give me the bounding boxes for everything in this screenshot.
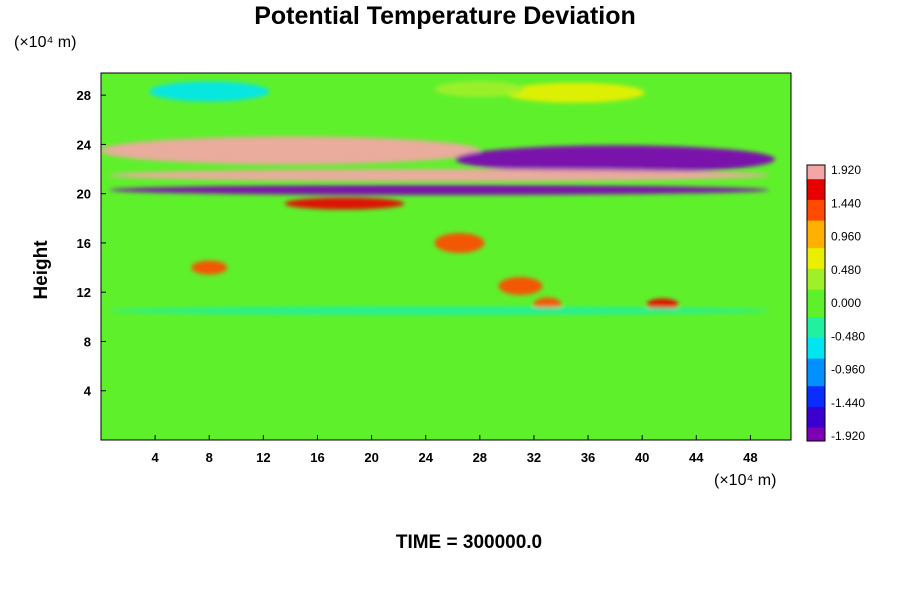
colorbar-segment <box>807 413 825 421</box>
colorbar-tick-label: 0.000 <box>831 296 861 310</box>
colorbar-segment <box>807 330 825 338</box>
y-tick-label: 8 <box>84 334 91 349</box>
colorbar-segment <box>807 192 825 200</box>
colorbar-segment <box>807 323 825 331</box>
y-tick-label: 24 <box>77 137 92 152</box>
heatmap-field <box>101 73 791 440</box>
colorbar-segment <box>807 282 825 290</box>
colorbar-segment <box>807 206 825 214</box>
field-feature <box>284 197 405 210</box>
y-axis-unit: (×10⁴ m) <box>14 34 77 51</box>
x-tick-label: 8 <box>206 450 213 465</box>
colorbar-tick-label: 1.440 <box>831 196 861 210</box>
x-axis: 4 8 12 16 20 24 28 32 36 40 44 48 <box>152 435 758 465</box>
colorbar-segment <box>807 358 825 366</box>
x-tick-label: 4 <box>152 450 160 465</box>
field-feature <box>504 82 645 103</box>
field-feature <box>434 232 485 253</box>
field-feature <box>646 298 679 311</box>
field-feature <box>101 136 481 165</box>
colorbar-segment <box>807 385 825 394</box>
field-feature <box>149 81 270 102</box>
y-tick-label: 12 <box>77 285 91 300</box>
field-feature <box>434 81 525 98</box>
field-feature <box>109 306 770 315</box>
x-tick-label: 16 <box>310 450 324 465</box>
colorbar-segment <box>807 171 825 180</box>
colorbar-tick-label: -1.920 <box>831 429 865 443</box>
colorbar-segment <box>807 268 825 276</box>
colorbar-segment <box>807 261 825 269</box>
chart-title: Potential Temperature Deviation <box>254 2 636 30</box>
field-background <box>101 73 791 440</box>
colorbar-segment <box>807 254 825 262</box>
colorbar: 1.920 1.440 0.960 0.480 0.000 -0.480 -0.960 -1.… <box>806 163 865 443</box>
x-tick-label: 20 <box>364 450 378 465</box>
colorbar-segment <box>807 178 825 187</box>
colorbar-frame <box>806 164 826 442</box>
colorbar-segment <box>807 309 825 318</box>
y-tick-label: 20 <box>77 187 91 202</box>
colorbar-segment <box>807 365 825 373</box>
colorbar-segment <box>807 392 825 400</box>
colorbar-segment <box>807 213 825 221</box>
colorbar-segment <box>807 372 825 380</box>
colorbar-segment <box>807 399 825 407</box>
y-tick-label: 28 <box>77 88 91 103</box>
colorbar-tick-label: 1.920 <box>831 163 861 177</box>
colorbar-segment <box>807 434 825 442</box>
colorbar-segment <box>807 337 825 345</box>
colorbar-tick-label: 0.960 <box>831 230 861 244</box>
field-feature <box>498 277 543 296</box>
colorbar-segment <box>807 227 825 235</box>
colorbar-segment <box>807 316 825 325</box>
colorbar-tick-label: 0.480 <box>831 263 861 277</box>
colorbar-segment <box>807 240 825 249</box>
colorbar-segment <box>807 420 825 428</box>
field-feature <box>109 184 770 195</box>
x-tick-label: 32 <box>527 450 541 465</box>
colorbar-segment <box>807 220 825 228</box>
colorbar-segment <box>807 289 825 297</box>
colorbar-segment <box>807 165 825 173</box>
field-feature <box>191 260 228 275</box>
colorbar-segment <box>807 378 825 387</box>
plot-frame <box>100 72 792 441</box>
colorbar-segment <box>807 199 825 207</box>
colorbar-segment <box>807 185 825 193</box>
colorbar-segment <box>807 275 825 283</box>
field-feature <box>455 145 776 174</box>
x-tick-label: 12 <box>256 450 270 465</box>
colorbar-segment <box>807 247 825 256</box>
x-tick-label: 44 <box>689 450 704 465</box>
field-feature <box>109 169 770 182</box>
x-tick-label: 36 <box>581 450 595 465</box>
x-tick-label: 28 <box>473 450 487 465</box>
colorbar-tick-label: -1.440 <box>831 396 865 410</box>
colorbar-segment <box>807 296 825 304</box>
y-tick-label: 16 <box>77 236 91 251</box>
colorbar-segment <box>807 351 825 359</box>
colorbar-tick-label: -0.960 <box>831 363 865 377</box>
x-tick-label: 24 <box>418 450 433 465</box>
x-tick-label: 48 <box>743 450 757 465</box>
y-axis: 4 8 12 16 20 24 28 <box>77 88 106 399</box>
y-tick-label: 4 <box>84 384 92 399</box>
time-label: TIME = 300000.0 <box>395 532 543 553</box>
x-tick-label: 40 <box>635 450 649 465</box>
colorbar-segment <box>807 303 825 311</box>
colorbar-segment <box>807 344 825 352</box>
colorbar-segment <box>807 234 825 242</box>
x-axis-unit: (×10⁴ m) <box>714 472 777 489</box>
colorbar-tick-label: -0.480 <box>831 329 865 343</box>
colorbar-segment <box>807 427 825 435</box>
colorbar-segment <box>807 406 825 414</box>
